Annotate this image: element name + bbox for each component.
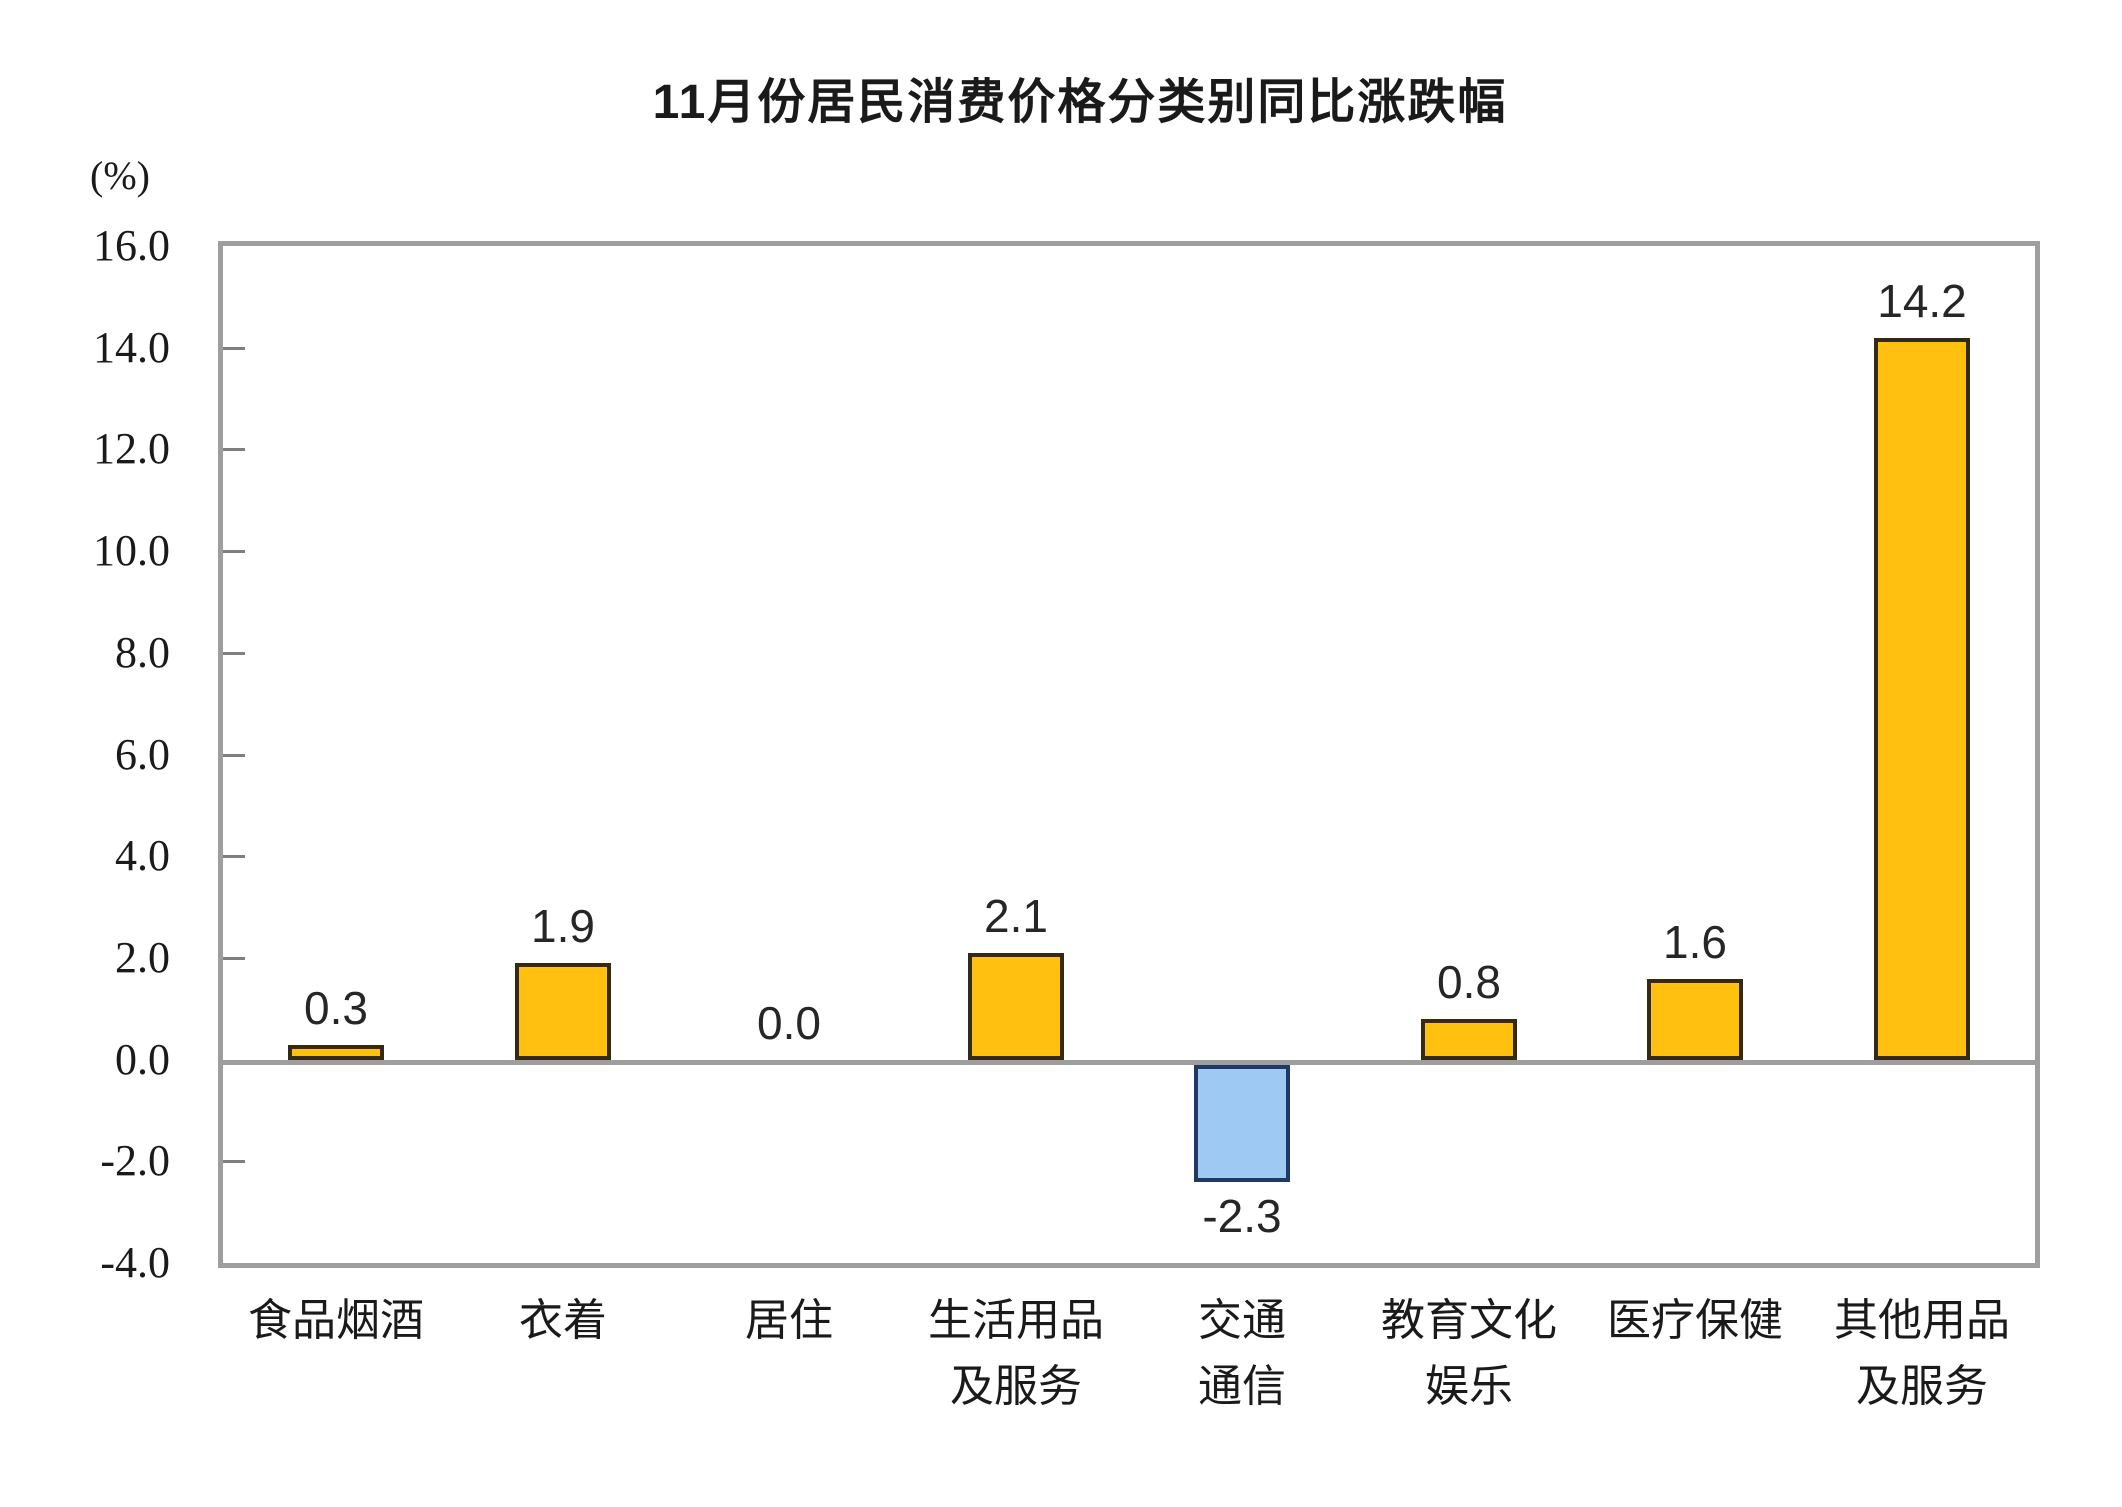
y-axis-unit-label: (%)	[90, 153, 150, 198]
bar-其他用品及服务	[1874, 338, 1970, 1060]
bar-教育文化娱乐	[1421, 1019, 1517, 1060]
category-label-医疗保健: 医疗保健	[1607, 1296, 1783, 1345]
y-tick-mark	[223, 448, 245, 451]
y-tick-mark	[223, 1160, 245, 1163]
category-label-居住: 居住	[745, 1296, 833, 1345]
category-label-教育文化娱乐: 教育文化 娱乐	[1381, 1296, 1557, 1411]
y-tick-label: 4.0	[115, 831, 170, 880]
y-tick-label: 10.0	[93, 526, 170, 575]
y-tick-mark	[223, 550, 245, 553]
y-tick-label: -2.0	[100, 1136, 170, 1185]
y-tick-label: 12.0	[93, 424, 170, 473]
y-tick-mark	[223, 754, 245, 757]
zero-axis-line	[223, 1060, 2035, 1065]
category-label-交通通信: 交通 通信	[1198, 1296, 1286, 1411]
category-label-其他用品及服务: 其他用品 及服务	[1834, 1296, 2010, 1411]
value-label: 2.1	[984, 890, 1048, 942]
category-label-食品烟酒: 食品烟酒	[248, 1296, 424, 1345]
y-tick-mark	[223, 957, 245, 960]
y-tick-mark	[223, 347, 245, 350]
value-label: 0.0	[757, 997, 821, 1049]
value-label: 0.8	[1437, 956, 1501, 1008]
y-tick-label: 16.0	[93, 221, 170, 270]
chart-title: 11月份居民消费价格分类别同比涨跌幅	[652, 76, 1508, 129]
plot-area	[218, 241, 2040, 1268]
y-tick-label: 2.0	[115, 933, 170, 982]
value-label: 14.2	[1877, 275, 1967, 327]
value-label: 1.6	[1663, 916, 1727, 968]
y-tick-mark	[223, 652, 245, 655]
y-tick-label: 14.0	[93, 323, 170, 372]
bar-医疗保健	[1647, 979, 1743, 1060]
value-label: 1.9	[531, 900, 595, 952]
category-label-衣着: 衣着	[519, 1296, 607, 1345]
bar-交通通信	[1194, 1065, 1290, 1182]
value-label: 0.3	[304, 982, 368, 1034]
y-tick-label: 8.0	[115, 628, 170, 677]
y-tick-label: 0.0	[115, 1035, 170, 1084]
y-tick-mark	[223, 855, 245, 858]
bar-食品烟酒	[288, 1045, 384, 1060]
y-tick-label: 6.0	[115, 730, 170, 779]
bar-生活用品及服务	[968, 953, 1064, 1060]
bar-衣着	[515, 963, 611, 1060]
y-tick-label: -4.0	[100, 1238, 170, 1287]
category-label-生活用品及服务: 生活用品 及服务	[928, 1296, 1104, 1411]
value-label: -2.3	[1202, 1190, 1282, 1242]
